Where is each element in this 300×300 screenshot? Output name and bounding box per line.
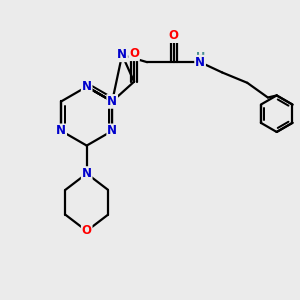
Text: O: O xyxy=(129,47,139,60)
Text: O: O xyxy=(169,29,178,42)
Text: N: N xyxy=(56,124,66,137)
Text: N: N xyxy=(117,48,127,61)
Text: O: O xyxy=(82,224,92,238)
Text: H: H xyxy=(196,52,205,62)
Text: N: N xyxy=(82,80,92,93)
Text: N: N xyxy=(107,124,117,137)
Text: N: N xyxy=(195,56,205,69)
Text: N: N xyxy=(107,95,117,108)
Text: N: N xyxy=(82,167,92,180)
